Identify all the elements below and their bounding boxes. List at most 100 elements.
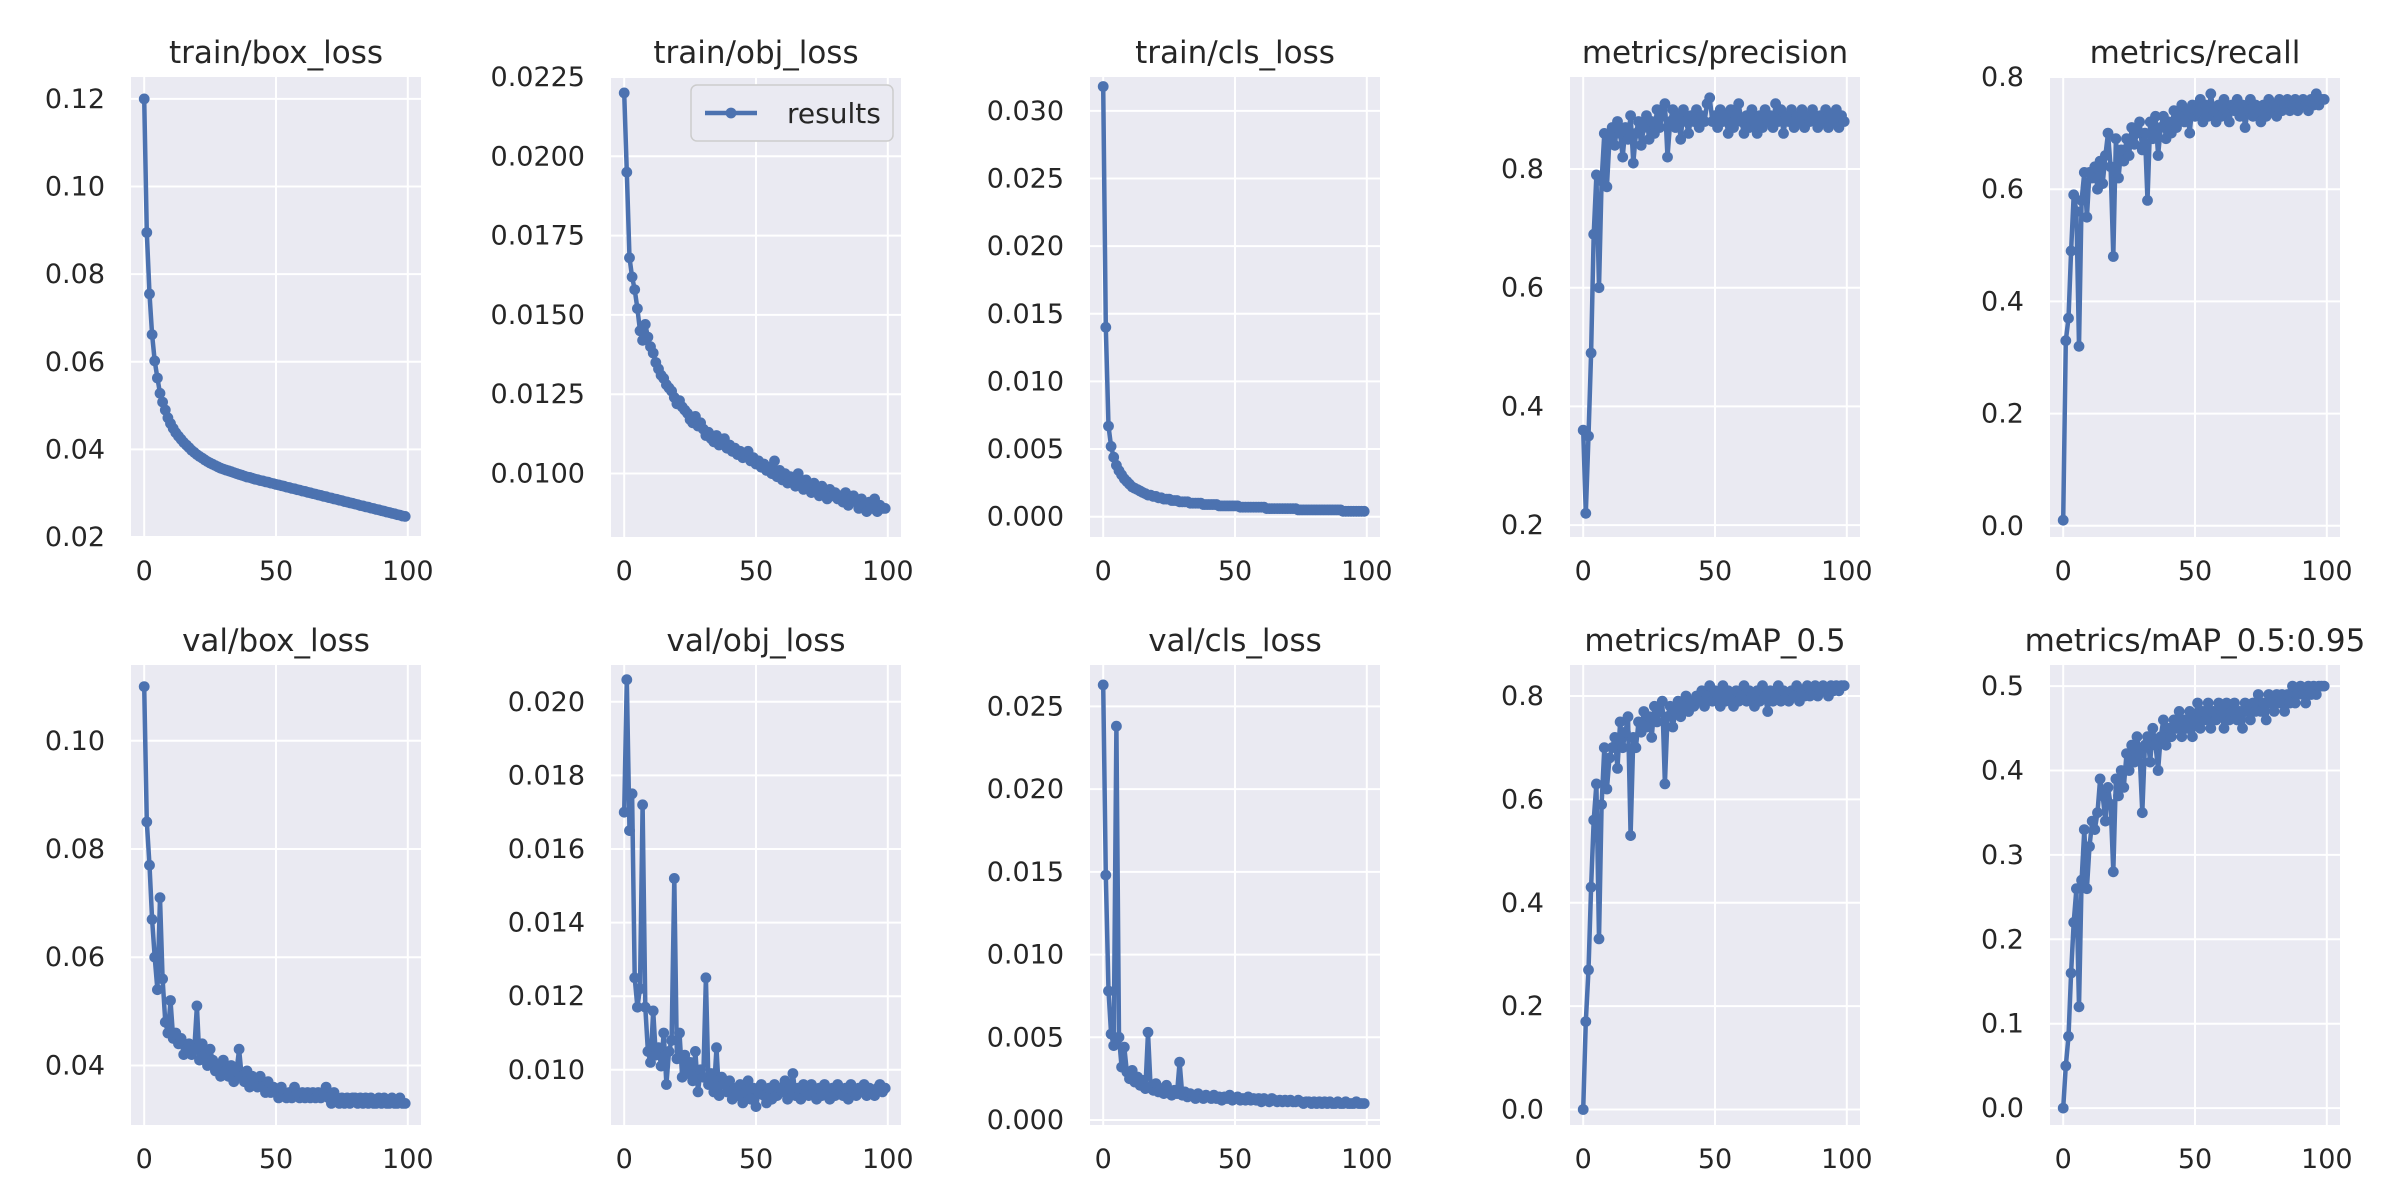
chart-title: metrics/precision xyxy=(1582,35,1848,71)
data-point xyxy=(2076,195,2088,206)
x-tick-label-0: 0 xyxy=(1575,556,1592,587)
data-point xyxy=(1678,104,1689,115)
y-tick-label-0.0125: 0.0125 xyxy=(491,379,585,410)
data-point xyxy=(1765,110,1776,121)
y-tick-label-0.3: 0.3 xyxy=(1981,840,2024,871)
x-tick-label-0: 0 xyxy=(136,556,153,587)
y-tick-label-0.025: 0.025 xyxy=(987,163,1064,194)
data-point xyxy=(1617,742,1629,754)
data-point xyxy=(624,252,635,264)
y-tick-label-0.015: 0.015 xyxy=(987,299,1064,330)
data-point xyxy=(2065,967,2077,979)
data-point xyxy=(1659,778,1671,790)
y-tick-label-0.000: 0.000 xyxy=(987,1105,1064,1136)
y-tick-label-0.016: 0.016 xyxy=(508,834,585,865)
data-point xyxy=(1646,732,1658,743)
data-point xyxy=(2113,790,2124,802)
data-point xyxy=(2197,706,2209,717)
data-point xyxy=(655,1060,667,1072)
data-point xyxy=(2139,127,2151,139)
x-tick-label-100: 100 xyxy=(2301,556,2353,587)
data-point xyxy=(149,355,161,367)
data-point xyxy=(2126,739,2138,751)
y-tick-label-0.0200: 0.0200 xyxy=(491,141,585,172)
data-point xyxy=(1614,716,1626,728)
data-point xyxy=(196,1038,208,1050)
data-point xyxy=(1778,127,1789,139)
data-point xyxy=(642,331,654,343)
y-tick-label-0.0: 0.0 xyxy=(1981,1093,2024,1124)
data-point xyxy=(618,806,630,818)
data-point xyxy=(2123,150,2135,161)
data-point xyxy=(399,511,411,522)
data-point xyxy=(2086,815,2098,827)
data-point xyxy=(1142,1026,1154,1038)
data-point xyxy=(138,93,150,105)
data-point xyxy=(1643,711,1655,723)
data-point xyxy=(2073,340,2085,352)
data-point xyxy=(2176,731,2188,743)
data-point xyxy=(1612,763,1623,774)
y-tick-label-0.020: 0.020 xyxy=(987,231,1064,262)
data-point xyxy=(647,1005,659,1017)
data-point xyxy=(2136,144,2148,156)
data-point xyxy=(2121,748,2132,759)
x-tick-label-100: 100 xyxy=(382,1144,434,1175)
data-point xyxy=(2231,714,2243,726)
y-tick-label-0.04: 0.04 xyxy=(45,434,105,465)
data-point xyxy=(2194,722,2206,734)
legend-label: results xyxy=(787,97,881,130)
panel-val-box-loss: val/box_loss 0 50 100 0.04 0.06 0.08 0.10 xyxy=(45,623,434,1175)
data-point xyxy=(690,1046,701,1057)
panel-metrics-precision: metrics/precision 0 50 100 0.2 0.4 0.6 0.8 xyxy=(1501,35,1873,587)
data-point xyxy=(2063,1031,2074,1042)
data-point xyxy=(2310,689,2322,700)
data-point xyxy=(2142,195,2153,206)
x-tick-label-50: 50 xyxy=(1698,1144,1732,1175)
data-point xyxy=(658,1027,670,1039)
y-tick-label-0.010: 0.010 xyxy=(987,366,1064,397)
y-tick-label-0.0: 0.0 xyxy=(1501,1094,1544,1125)
data-point xyxy=(1604,752,1615,764)
data-point xyxy=(792,468,804,479)
data-point xyxy=(2318,94,2330,105)
y-tick-label-0.025: 0.025 xyxy=(987,691,1064,722)
y-tick-label-0.06: 0.06 xyxy=(45,942,105,973)
series-markers xyxy=(2057,88,2330,526)
data-point xyxy=(2192,105,2204,117)
x-tick-label-0: 0 xyxy=(2055,556,2072,587)
data-point xyxy=(2060,1060,2072,1072)
data-point xyxy=(1651,716,1663,728)
data-point xyxy=(188,1043,200,1055)
panel-val-obj-loss: val/obj_loss 0 50 100 0.010 0.012 0.014 0.016 0.… xyxy=(508,623,914,1175)
data-point xyxy=(1596,799,1607,810)
chart-title: val/obj_loss xyxy=(666,623,845,659)
data-point xyxy=(2057,514,2069,526)
data-point xyxy=(1358,505,1370,517)
data-point xyxy=(2084,841,2095,852)
data-point xyxy=(879,503,891,514)
data-point xyxy=(146,329,158,340)
data-point xyxy=(2295,680,2306,692)
x-tick-label-50: 50 xyxy=(739,556,773,587)
y-tick-label-0.0100: 0.0100 xyxy=(491,459,585,490)
y-tick-label-0.10: 0.10 xyxy=(45,726,105,757)
data-point xyxy=(661,1079,672,1090)
data-point xyxy=(1667,721,1679,733)
data-point xyxy=(2131,731,2143,743)
data-point xyxy=(2147,133,2159,145)
chart-title: val/box_loss xyxy=(182,623,370,659)
data-point xyxy=(668,873,680,884)
data-point xyxy=(879,1082,891,1094)
data-point xyxy=(159,1016,171,1028)
data-point xyxy=(711,1042,722,1054)
data-point xyxy=(1111,720,1122,732)
data-point xyxy=(1609,732,1621,743)
x-tick-label-100: 100 xyxy=(1341,556,1393,587)
y-tick-label-0.2: 0.2 xyxy=(1981,399,2024,430)
y-tick-label-0.10: 0.10 xyxy=(45,172,105,203)
y-tick-label-0.06: 0.06 xyxy=(45,347,105,378)
data-point xyxy=(626,271,638,283)
data-point xyxy=(2097,178,2109,190)
data-point xyxy=(191,1000,203,1012)
